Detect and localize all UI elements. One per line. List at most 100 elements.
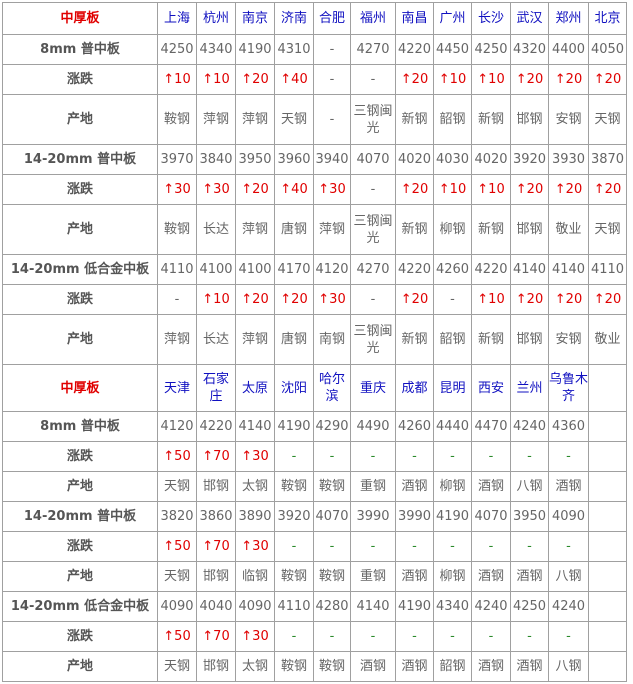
price-cell: -	[313, 34, 351, 65]
change-cell	[588, 621, 627, 652]
price-cell: 4240	[548, 591, 589, 622]
city-header: 南京	[235, 2, 275, 35]
change-cell: -	[433, 531, 472, 562]
price-cell: 4100	[196, 254, 236, 285]
origin-cell: 重钢	[350, 471, 396, 502]
price-cell: 4250	[157, 34, 197, 65]
price-cell: 4170	[274, 254, 314, 285]
price-cell: 4220	[395, 34, 434, 65]
price-cell: 4260	[395, 411, 434, 442]
change-cell: ↑10	[471, 64, 511, 95]
change-cell: -	[395, 531, 434, 562]
change-row: 涨跌 ↑50 ↑70 ↑30- - - - - - - -	[2, 621, 627, 652]
row-label: 14-20mm 低合金中板	[2, 591, 158, 622]
price-cell: 4090	[235, 591, 275, 622]
price-cell: 4070	[350, 144, 396, 175]
city-header: 西安	[471, 364, 511, 412]
change-row: 涨跌 ↑50 ↑70 ↑30- - - - - - - -	[2, 441, 627, 472]
origin-cell: 八钢	[548, 651, 589, 682]
price-cell: 4120	[157, 411, 197, 442]
change-row: 涨跌 ↑30 ↑30 ↑20 ↑40 ↑30- ↑20 ↑10 ↑10 ↑20 ↑20 ↑20	[2, 174, 627, 205]
change-cell: -	[471, 441, 511, 472]
origin-cell: 萍钢	[196, 94, 236, 145]
price-cell: 4190	[274, 411, 314, 442]
row-label: 14-20mm 普中板	[2, 144, 158, 175]
price-cell: 4470	[471, 411, 511, 442]
city-header: 北京	[588, 2, 627, 35]
change-cell: -	[395, 441, 434, 472]
origin-cell: 长达	[196, 314, 236, 365]
origin-cell: 敬业	[588, 314, 627, 365]
change-cell: ↑20	[235, 174, 275, 205]
change-cell: -	[274, 441, 314, 472]
origin-row: 产地 鞍钢 萍钢 萍钢 天钢 - 三钢闽光 新钢 韶钢 新钢 邯钢 安钢 天钢	[2, 94, 627, 145]
price-row: 8mm 普中板 4250 4340 4190 4310-4270 4220 4450 4250…	[2, 34, 627, 65]
city-header: 上海	[157, 2, 197, 35]
origin-cell: 敬业	[548, 204, 589, 255]
price-cell: 4490	[350, 411, 396, 442]
origin-cell: 韶钢	[433, 314, 472, 365]
city-header: 乌鲁木齐	[548, 364, 589, 412]
change-cell: ↑10	[196, 64, 236, 95]
origin-cell: 鞍钢	[157, 94, 197, 145]
origin-cell: 新钢	[471, 314, 511, 365]
row-label: 涨跌	[2, 531, 158, 562]
origin-cell: 安钢	[548, 314, 589, 365]
origin-cell: 邯钢	[196, 471, 236, 502]
city-header: 天津	[157, 364, 197, 412]
price-cell: 4440	[433, 411, 472, 442]
change-cell: ↑20	[235, 284, 275, 315]
price-cell: 4250	[471, 34, 511, 65]
change-cell: -	[510, 621, 549, 652]
price-cell: 3990	[395, 501, 434, 532]
row-label: 涨跌	[2, 64, 158, 95]
origin-cell: 天钢	[274, 94, 314, 145]
price-cell: 4340	[196, 34, 236, 65]
origin-row: 产地 天钢 邯钢 太钢 鞍钢 鞍钢 酒钢 酒钢 韶钢 酒钢 酒钢 八钢	[2, 651, 627, 682]
origin-cell: 安钢	[548, 94, 589, 145]
price-cell: 4140	[235, 411, 275, 442]
price-cell: 4360	[548, 411, 589, 442]
row-label: 涨跌	[2, 284, 158, 315]
price-cell	[588, 411, 627, 442]
price-cell: 4250	[510, 591, 549, 622]
origin-cell: 酒钢	[395, 561, 434, 592]
price-cell: 4310	[274, 34, 314, 65]
price-cell: 4140	[548, 254, 589, 285]
change-cell: -	[313, 441, 351, 472]
origin-cell: 太钢	[235, 651, 275, 682]
origin-cell: 八钢	[510, 471, 549, 502]
change-cell: ↑10	[157, 64, 197, 95]
origin-cell: 酒钢	[350, 651, 396, 682]
change-cell: -	[548, 621, 589, 652]
price-cell: 3990	[350, 501, 396, 532]
city-header: 太原	[235, 364, 275, 412]
price-cell: 3840	[196, 144, 236, 175]
origin-cell: 鞍钢	[313, 651, 351, 682]
price-cell: 4090	[548, 501, 589, 532]
price-row: 14-20mm 低合金中板 4110 4100 4100 4170 4120 4270 422…	[2, 254, 627, 285]
city-header-row: 中厚板 上海 杭州 南京 济南 合肥 福州 南昌 广州 长沙 武汉 郑州 北京	[2, 2, 627, 35]
price-cell: 4270	[350, 34, 396, 65]
origin-cell: 酒钢	[510, 561, 549, 592]
price-row: 14-20mm 普中板 3970 3840 3950 3960 3940 4070 4020 4…	[2, 144, 627, 175]
change-cell: ↑20	[588, 284, 627, 315]
price-cell: 4030	[433, 144, 472, 175]
change-cell: ↑30	[313, 174, 351, 205]
row-label: 涨跌	[2, 174, 158, 205]
price-cell: 4400	[548, 34, 589, 65]
origin-cell: 三钢闽光	[350, 94, 396, 145]
origin-cell: 邯钢	[196, 651, 236, 682]
origin-cell: 新钢	[395, 314, 434, 365]
price-cell: 4020	[471, 144, 511, 175]
city-header: 哈尔滨	[313, 364, 351, 412]
origin-cell: 柳钢	[433, 204, 472, 255]
origin-cell: 新钢	[471, 204, 511, 255]
price-cell: 4070	[313, 501, 351, 532]
change-cell: ↑50	[157, 621, 197, 652]
price-cell: 4190	[395, 591, 434, 622]
origin-cell: 酒钢	[471, 471, 511, 502]
change-cell	[588, 441, 627, 472]
price-cell: 4340	[433, 591, 472, 622]
origin-cell: 天钢	[157, 561, 197, 592]
